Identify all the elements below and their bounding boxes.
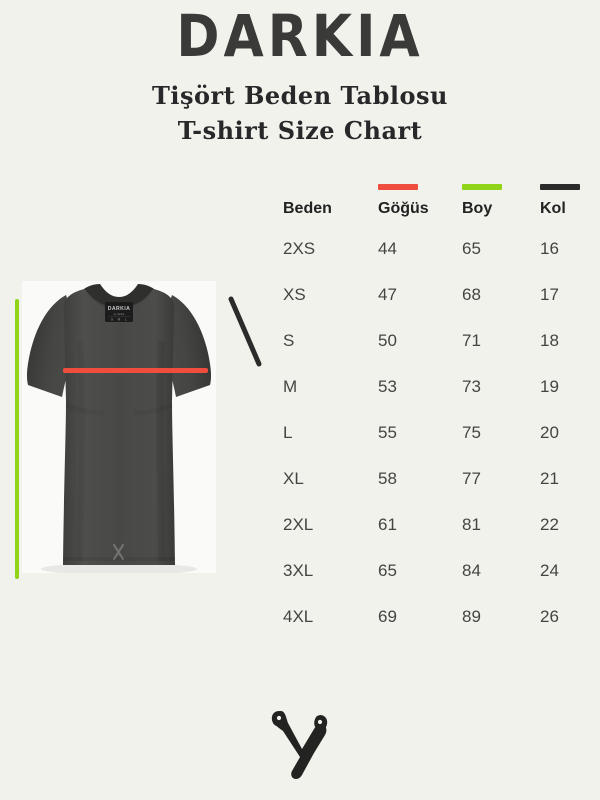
table-header-row: Beden Göğüs Boy Kol — [270, 198, 580, 238]
cell-sleeve: 20 — [540, 423, 559, 442]
cell-chest: 69 — [378, 607, 397, 626]
cell-sleeve: 19 — [540, 377, 559, 396]
cell-chest: 50 — [378, 331, 397, 350]
column-header-sleeve: Kol — [540, 200, 566, 217]
cell-size: 2XS — [283, 239, 316, 258]
cell-chest: 61 — [378, 515, 397, 534]
cell-length: 73 — [462, 377, 481, 396]
chest-guide-line — [63, 368, 208, 373]
brand-wordmark: DARKIA — [176, 3, 424, 71]
size-table: Beden Göğüs Boy Kol 2XS 44 65 16 XS 47 6… — [270, 180, 580, 652]
cell-chest: 53 — [378, 377, 397, 396]
table-row: L 55 75 20 — [270, 422, 580, 468]
cell-size: M — [283, 377, 298, 396]
sleeve-accent-bar — [540, 184, 580, 190]
cell-sleeve: 24 — [540, 561, 559, 580]
cell-size: 3XL — [283, 561, 314, 580]
svg-text:L: L — [125, 318, 127, 322]
subtitle-english: T-shirt Size Chart — [177, 116, 423, 145]
svg-text:M: M — [118, 318, 121, 322]
cell-length: 68 — [462, 285, 481, 304]
sleeve-guide-line — [228, 296, 262, 367]
length-accent-bar — [462, 184, 502, 190]
table-row: 4XL 69 89 26 — [270, 606, 580, 652]
cell-sleeve: 18 — [540, 331, 559, 350]
cell-size: XS — [283, 285, 306, 304]
svg-text:DARKIA: DARKIA — [108, 306, 131, 312]
table-row: S 50 71 18 — [270, 330, 580, 376]
tshirt-illustration: DARKIA by darkia S M L — [22, 281, 216, 573]
column-accent-bars — [270, 180, 580, 198]
column-header-size: Beden — [283, 200, 332, 217]
cell-chest: 65 — [378, 561, 397, 580]
hem-x-logo — [112, 543, 125, 561]
cell-length: 89 — [462, 607, 481, 626]
cell-size: 2XL — [283, 515, 314, 534]
svg-text:by darkia: by darkia — [114, 312, 125, 316]
cell-size: 4XL — [283, 607, 314, 626]
cell-sleeve: 17 — [540, 285, 559, 304]
tshirt-product-image: DARKIA by darkia S M L — [22, 281, 216, 573]
cell-size: L — [283, 423, 293, 442]
column-header-chest: Göğüs — [378, 200, 429, 217]
neck-label: DARKIA by darkia S M L — [105, 302, 133, 322]
table-row: 3XL 65 84 24 — [270, 560, 580, 606]
cell-chest: 55 — [378, 423, 397, 442]
cell-length: 65 — [462, 239, 481, 258]
cell-length: 81 — [462, 515, 481, 534]
cell-sleeve: 16 — [540, 239, 559, 258]
table-row: M 53 73 19 — [270, 376, 580, 422]
cell-sleeve: 26 — [540, 607, 559, 626]
cell-size: XL — [283, 469, 304, 488]
cell-length: 71 — [462, 331, 481, 350]
cell-length: 75 — [462, 423, 481, 442]
table-row: 2XS 44 65 16 — [270, 238, 580, 284]
svg-text:S: S — [111, 318, 113, 322]
x-snake-logo — [271, 711, 328, 779]
cell-length: 77 — [462, 469, 481, 488]
cell-length: 84 — [462, 561, 481, 580]
length-guide-line — [15, 299, 19, 579]
table-row: XS 47 68 17 — [270, 284, 580, 330]
cell-chest: 58 — [378, 469, 397, 488]
table-row: XL 58 77 21 — [270, 468, 580, 514]
cell-size: S — [283, 331, 295, 350]
table-row: 2XL 61 81 22 — [270, 514, 580, 560]
cell-chest: 44 — [378, 239, 397, 258]
cell-chest: 47 — [378, 285, 397, 304]
subtitle-turkish: Tişört Beden Tablosu — [152, 81, 448, 110]
chest-accent-bar — [378, 184, 418, 190]
cell-sleeve: 21 — [540, 469, 559, 488]
column-header-length: Boy — [462, 200, 493, 217]
cell-sleeve: 22 — [540, 515, 559, 534]
